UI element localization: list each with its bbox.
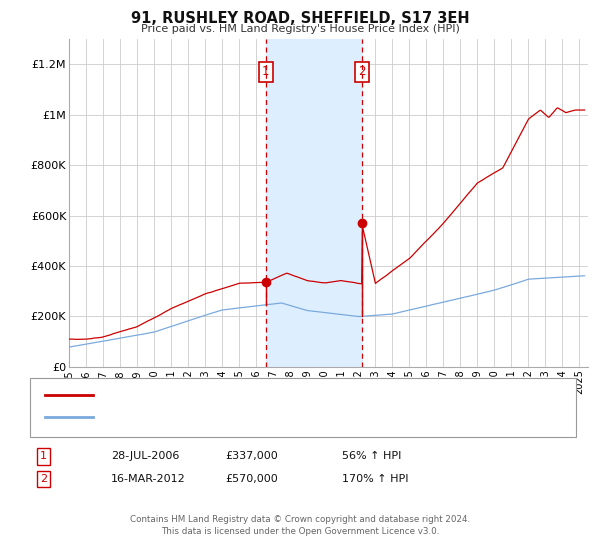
Text: £570,000: £570,000 <box>225 474 278 484</box>
Text: Contains HM Land Registry data © Crown copyright and database right 2024.: Contains HM Land Registry data © Crown c… <box>130 515 470 524</box>
Text: 1: 1 <box>262 66 269 78</box>
Text: 91, RUSHLEY ROAD, SHEFFIELD, S17 3EH (detached house): 91, RUSHLEY ROAD, SHEFFIELD, S17 3EH (de… <box>99 390 425 400</box>
Text: £337,000: £337,000 <box>225 451 278 461</box>
Text: 170% ↑ HPI: 170% ↑ HPI <box>342 474 409 484</box>
Text: This data is licensed under the Open Government Licence v3.0.: This data is licensed under the Open Gov… <box>161 528 439 536</box>
Text: 91, RUSHLEY ROAD, SHEFFIELD, S17 3EH: 91, RUSHLEY ROAD, SHEFFIELD, S17 3EH <box>131 11 469 26</box>
Text: 2: 2 <box>358 66 365 78</box>
Bar <box>266 39 362 367</box>
Text: 1: 1 <box>40 451 47 461</box>
Text: HPI: Average price, detached house, Sheffield: HPI: Average price, detached house, Shef… <box>99 412 350 422</box>
Text: 2: 2 <box>40 474 47 484</box>
Text: 56% ↑ HPI: 56% ↑ HPI <box>342 451 401 461</box>
Text: 16-MAR-2012: 16-MAR-2012 <box>111 474 186 484</box>
Text: 28-JUL-2006: 28-JUL-2006 <box>111 451 179 461</box>
Text: Price paid vs. HM Land Registry's House Price Index (HPI): Price paid vs. HM Land Registry's House … <box>140 24 460 34</box>
